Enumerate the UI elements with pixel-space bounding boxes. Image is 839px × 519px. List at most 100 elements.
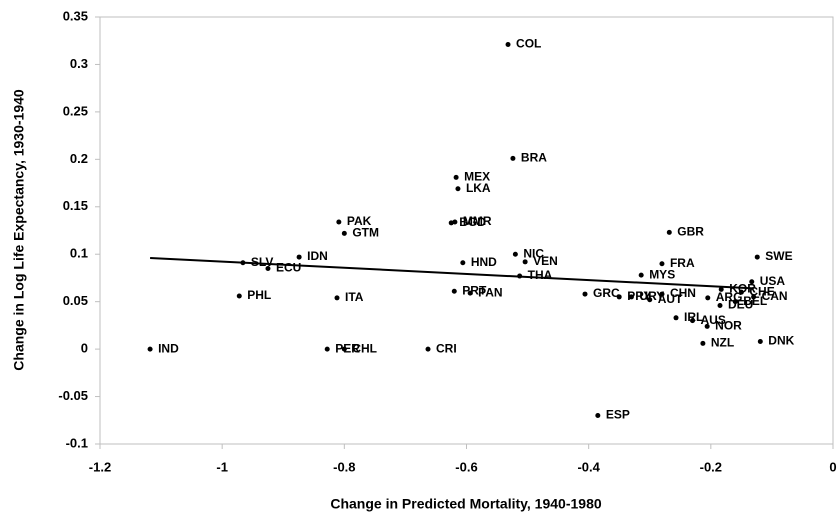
y-tick-label: 0.15 [63,198,88,213]
y-tick-label: 0.3 [70,56,88,71]
point [582,291,588,297]
point [700,340,706,346]
point [647,297,653,303]
point [738,289,744,295]
point [690,318,696,324]
point-label: PAN [478,285,502,299]
point [296,254,302,260]
plot-frame [99,16,834,445]
point-label: CHL [352,341,377,355]
point-label: GBR [677,225,704,239]
y-tick-label: -0.05 [58,388,88,403]
point [240,260,246,266]
x-axis-title: Change in Predicted Mortality, 1940-1980 [330,496,601,512]
point [448,220,454,226]
point [732,299,738,305]
y-tick-label: -0.1 [66,435,88,450]
point-label: MMR [463,214,492,228]
x-tick-label: -0.8 [333,459,355,474]
point-label: DNK [768,334,794,348]
x-tick-label: -0.4 [577,459,600,474]
point-label: NZL [711,336,734,350]
y-tick-label: 0.35 [63,8,88,23]
point-label: AUT [658,292,683,306]
point [595,413,601,419]
point-label: SWE [765,249,792,263]
point-label: CRI [436,341,457,355]
point [628,294,634,300]
point-label: HND [471,255,497,269]
point-label: ESP [606,408,630,422]
point [659,291,665,297]
point [453,174,459,180]
point [718,286,724,292]
point [505,42,511,48]
point-label: COL [516,37,541,51]
point-label: THA [528,268,553,282]
point [659,261,665,267]
point-label: CHE [749,284,774,298]
point [754,254,760,260]
point-label: BRA [521,151,547,165]
x-tick-label: -0.2 [700,459,722,474]
point-label: MEX [464,170,490,184]
point [341,230,347,236]
y-tick-label: 0 [81,341,88,356]
point [757,339,763,345]
point [673,315,679,321]
point-label: CHN [670,286,696,300]
point-label: GTM [352,226,379,240]
point-label: SLV [251,255,273,269]
point-label: NOR [715,319,742,333]
point [334,295,340,301]
point [717,302,723,308]
point [451,288,457,294]
point-label: AUS [701,313,726,327]
point [324,346,330,352]
point [460,260,466,266]
point [425,346,431,352]
point [749,279,755,285]
point-label: IND [158,341,179,355]
point [467,290,473,296]
x-tick-label: -1 [216,459,228,474]
point-label: IDN [307,249,328,263]
point [522,259,528,265]
point [666,229,672,235]
point-label: ITA [345,290,364,304]
trend-line [150,257,754,290]
point [265,265,271,271]
x-tick-label: -0.6 [455,459,477,474]
point-label: BEL [743,294,767,308]
point [147,346,153,352]
x-tick-label: -1.2 [89,459,111,474]
point [336,219,342,225]
point [704,323,710,329]
point [751,294,757,300]
point-label: URY [639,289,664,303]
x-tick-label: 0 [829,459,836,474]
y-tick-label: 0.1 [70,246,88,261]
point-label: NIC [523,246,544,260]
point [616,294,622,300]
y-axis-title: Change in Log Life Expectancy, 1930-1940 [11,89,27,371]
point-label: PAK [347,214,372,228]
point-label: GRC [593,286,620,300]
y-tick-label: 0.05 [63,293,88,308]
y-tick-label: 0.25 [63,103,88,118]
point-label: PER [335,341,360,355]
point-label: KOR [729,282,756,296]
point-label: DEU [728,298,753,312]
point [455,186,461,192]
point [510,155,516,161]
point [638,272,644,278]
y-tick-label: 0.2 [70,151,88,166]
point-label: BGD [459,215,486,229]
point-label: PRY [627,289,651,303]
point [512,251,518,257]
point-label: LKA [466,181,491,195]
point-label: PHL [247,288,271,302]
point-label: IRL [684,310,703,324]
point [517,273,523,279]
